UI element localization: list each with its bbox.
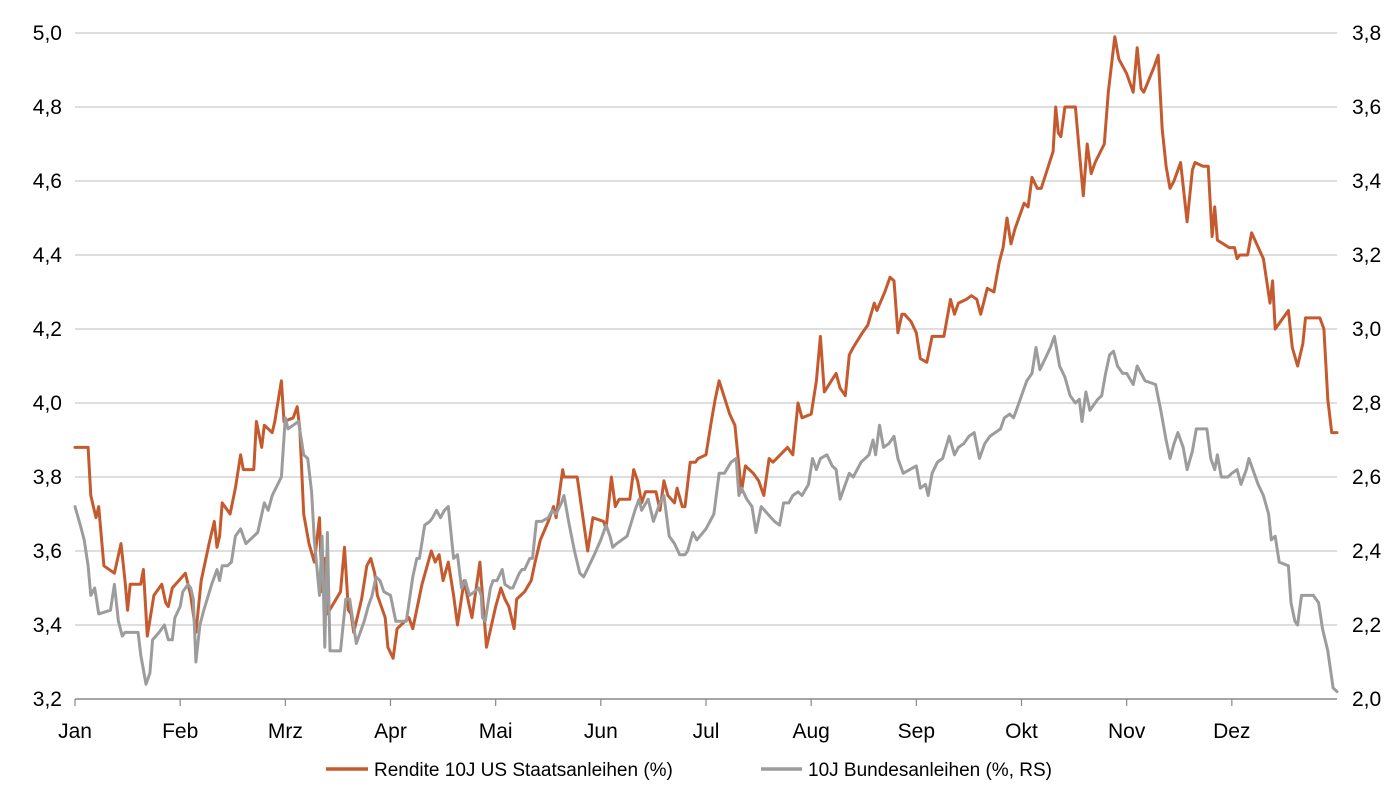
y-right-tick-label: 2,8 xyxy=(1352,392,1381,415)
y-left-tick-label: 3,8 xyxy=(33,466,62,489)
x-tick-label: Sep xyxy=(898,720,935,743)
series-line-1 xyxy=(73,35,1339,660)
y-left-tick-label: 4,0 xyxy=(33,392,62,415)
series-line-2 xyxy=(73,334,1339,694)
x-tick-label: Mai xyxy=(479,720,513,743)
y-left-tick-label: 4,8 xyxy=(33,96,62,119)
legend: Rendite 10J US Staatsanleihen (%) 10J Bun… xyxy=(326,760,1052,781)
y-right-tick-label: 2,6 xyxy=(1352,466,1381,489)
y-left-tick-label: 4,4 xyxy=(33,244,63,267)
axes: 3,2 3,4 3,6 3,8 4,0 4,2 4,4 4,6 4,8 5,0 2,0 2,2 2,4 2… xyxy=(33,22,1382,743)
x-tick-label: Jul xyxy=(693,720,720,743)
y-right-tick-label: 3,4 xyxy=(1352,170,1382,193)
y-right-tick-label: 3,2 xyxy=(1352,244,1381,267)
y-left-tick-label: 4,6 xyxy=(33,170,62,193)
legend-label: Rendite 10J US Staatsanleihen (%) xyxy=(374,760,673,781)
y-left-tick-label: 3,4 xyxy=(33,614,63,637)
y-right-tick-label: 3,8 xyxy=(1352,22,1381,45)
gridlines xyxy=(75,32,1337,626)
x-tick-label: Jun xyxy=(584,720,618,743)
x-tick-label: Apr xyxy=(374,720,407,743)
x-tick-label: Aug xyxy=(792,720,829,743)
x-tick-label: Jan xyxy=(58,720,92,743)
x-tick-label: Nov xyxy=(1108,720,1146,743)
y-left-tick-label: 5,0 xyxy=(33,22,62,45)
y-right-tick-label: 2,4 xyxy=(1352,540,1382,563)
legend-label: 10J Bundesanleihen (%, RS) xyxy=(808,760,1052,781)
y-right-tick-label: 3,6 xyxy=(1352,96,1381,119)
series-lines xyxy=(73,35,1339,694)
y-left-tick-label: 3,6 xyxy=(33,540,62,563)
x-tick-label: Mrz xyxy=(268,720,303,743)
x-tick-label: Dez xyxy=(1213,720,1250,743)
y-right-tick-label: 2,2 xyxy=(1352,614,1381,637)
y-right-tick-label: 2,0 xyxy=(1352,688,1381,711)
y-right-tick-label: 3,0 xyxy=(1352,318,1381,341)
x-tick-label: Feb xyxy=(162,720,198,743)
y-left-tick-label: 3,2 xyxy=(33,688,62,711)
y-left-tick-label: 4,2 xyxy=(33,318,62,341)
x-tick-label: Okt xyxy=(1005,720,1038,743)
